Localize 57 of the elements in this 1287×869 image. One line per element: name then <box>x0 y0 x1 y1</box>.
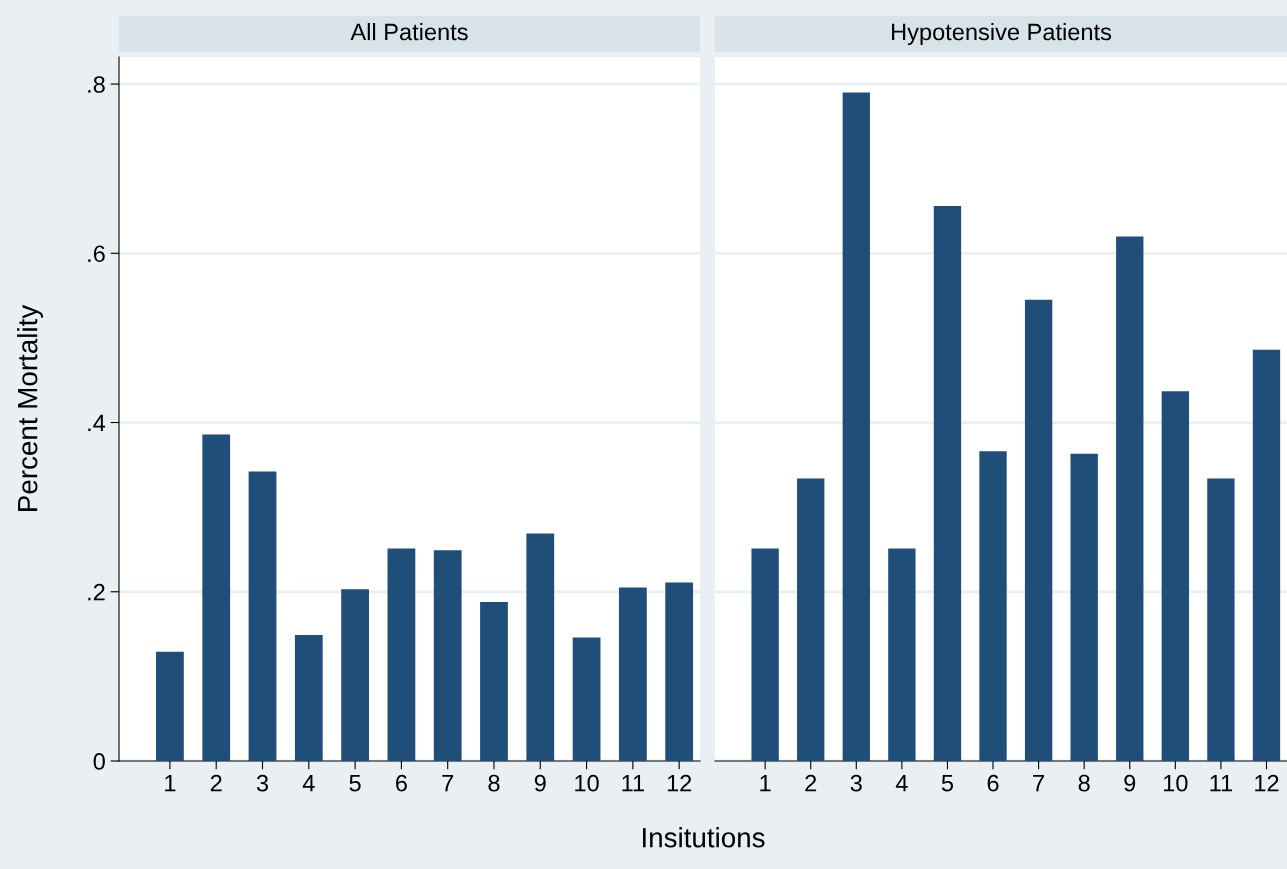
bar <box>1252 349 1281 761</box>
x-tick-label: 8 <box>488 774 500 792</box>
x-tick-label: 3 <box>850 774 862 792</box>
x-tick-label: 10 <box>575 774 599 792</box>
bar <box>933 205 962 761</box>
x-tick-label: 12 <box>667 774 692 792</box>
x-tick-label: 6 <box>987 774 999 792</box>
bar <box>156 651 184 761</box>
x-tick-label: 7 <box>1033 775 1044 792</box>
x-tick-label: 9 <box>1124 774 1136 792</box>
x-tick-label: 11 <box>622 775 644 792</box>
x-tick-label: 9 <box>534 774 546 792</box>
y-tick-label: 0 <box>93 753 105 770</box>
y-tick-label: .4 <box>88 414 106 432</box>
bar <box>572 637 601 761</box>
bar <box>618 587 647 761</box>
x-tick-label: 1 <box>165 775 176 792</box>
bar <box>888 548 916 761</box>
bar <box>433 550 462 761</box>
y-tick-label: .2 <box>88 583 105 601</box>
x-tick-label: 11 <box>1210 775 1233 792</box>
chart-title: Hypotensive Patients <box>892 23 1112 46</box>
x-axis-title: Insitutions <box>643 827 765 848</box>
x-tick-label: 5 <box>349 775 361 792</box>
bar <box>751 548 779 761</box>
x-tick-label: 7 <box>442 775 454 792</box>
bar <box>480 601 508 761</box>
bar <box>341 589 369 761</box>
x-tick-label: 10 <box>1164 774 1188 792</box>
bar <box>1116 236 1144 761</box>
bar <box>1161 391 1190 761</box>
bar <box>842 92 870 761</box>
bar <box>248 471 277 761</box>
bar <box>387 548 416 761</box>
x-tick-label: 1 <box>760 775 771 792</box>
x-tick-label: 6 <box>396 774 407 792</box>
x-tick-label: 5 <box>941 775 954 792</box>
x-tick-label: 3 <box>256 774 269 792</box>
bar <box>979 451 1007 761</box>
bar <box>1070 453 1098 761</box>
x-tick-label: 8 <box>1078 774 1090 792</box>
bar <box>665 582 694 761</box>
x-tick-label: 2 <box>210 774 222 792</box>
x-tick-label: 4 <box>302 775 315 792</box>
x-tick-label: 12 <box>1255 774 1279 792</box>
bar <box>1024 299 1053 761</box>
chart-title: All Patients <box>350 23 468 41</box>
y-tick-label: .6 <box>88 245 105 263</box>
bar <box>797 478 825 761</box>
bar <box>202 434 231 761</box>
x-tick-label: 4 <box>895 775 908 792</box>
bar <box>294 634 323 761</box>
bar <box>1207 478 1235 761</box>
x-tick-label: 2 <box>805 774 817 792</box>
bar <box>526 533 555 761</box>
y-tick-label: .8 <box>88 76 105 93</box>
y-axis-title: Percent Mortality <box>17 304 43 511</box>
